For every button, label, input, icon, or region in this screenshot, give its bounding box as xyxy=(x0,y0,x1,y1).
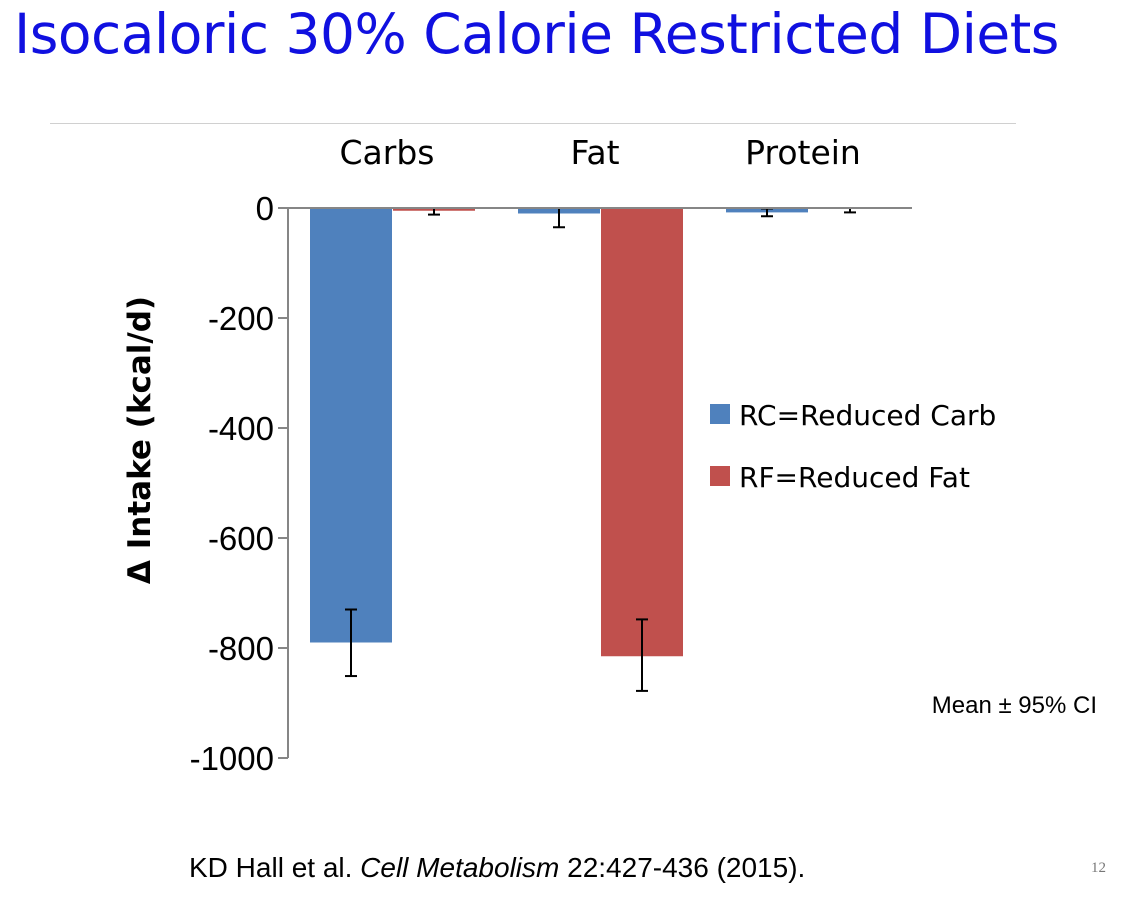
slide-title: Isocaloric 30% Calorie Restricted Diets xyxy=(14,2,1059,66)
bar-carbs-series-1 xyxy=(310,208,392,643)
category-label: Carbs xyxy=(340,133,435,172)
y-tick-label: -200 xyxy=(208,300,274,337)
ci-annotation: Mean ± 95% CI xyxy=(932,692,1097,719)
y-tick-label: -1000 xyxy=(190,740,274,777)
y-tick-label: -800 xyxy=(208,630,274,667)
y-tick-label: -400 xyxy=(208,410,274,447)
category-label: Fat xyxy=(570,133,619,172)
citation-journal: Cell Metabolism xyxy=(360,852,560,883)
citation: KD Hall et al. Cell Metabolism 22:427-43… xyxy=(189,852,805,884)
legend-label: RF=Reduced Fat xyxy=(739,461,970,494)
legend-label: RC=Reduced Carb xyxy=(739,399,996,432)
page-number: 12 xyxy=(1091,860,1106,876)
y-axis-label: Δ Intake (kcal/d) xyxy=(122,296,158,584)
bar-fat-series-2 xyxy=(601,208,683,657)
title-divider xyxy=(50,123,1016,124)
y-tick-label: 0 xyxy=(256,190,274,227)
citation-details: 22:427-436 (2015). xyxy=(559,852,806,883)
category-label: Protein xyxy=(745,133,861,172)
legend-swatch xyxy=(710,466,730,486)
legend-swatch xyxy=(710,404,730,424)
citation-authors: KD Hall et al. xyxy=(189,852,361,883)
y-tick-label: -600 xyxy=(208,520,274,557)
